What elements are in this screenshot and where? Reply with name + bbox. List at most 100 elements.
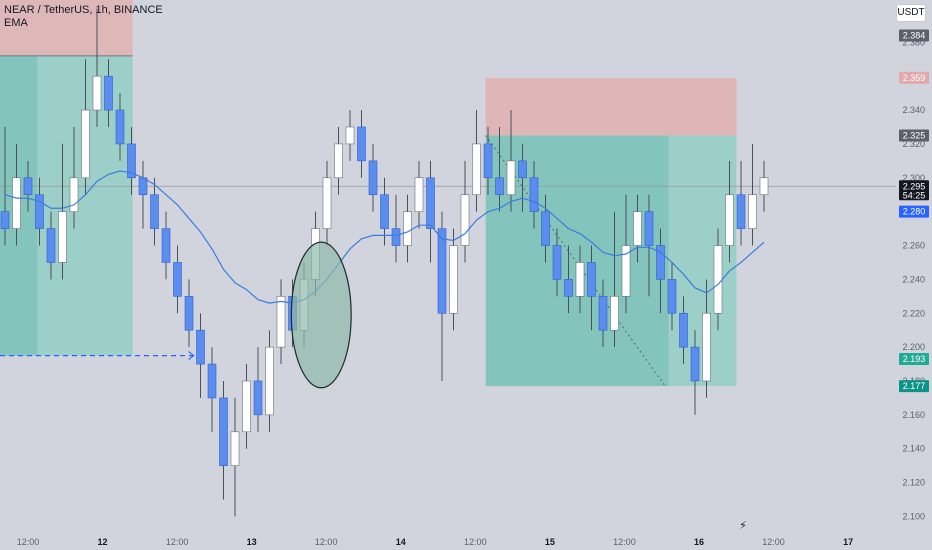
candle-body: [173, 262, 182, 297]
candle-body: [242, 380, 251, 433]
candle-body: [104, 75, 113, 111]
candle-body: [161, 228, 171, 263]
candle-body: [276, 296, 286, 348]
candle-body: [138, 177, 148, 196]
candle-body: [207, 363, 217, 399]
price-tag: [899, 380, 929, 393]
x-tick-label: 13: [247, 537, 257, 547]
x-tick-label: 12:00: [17, 537, 40, 547]
x-tick-label: 12:00: [166, 537, 189, 547]
candle-body: [196, 329, 205, 365]
candle-body: [483, 143, 493, 179]
y-tick-label: 2.100: [902, 511, 925, 521]
price-tag-label: 2.177: [903, 381, 926, 391]
lightning-icon: ⚡: [739, 520, 747, 532]
candle-body: [506, 160, 516, 196]
candle-body: [184, 296, 194, 331]
candle-body: [633, 211, 642, 246]
candle-body: [575, 262, 585, 297]
candle-body: [357, 126, 366, 162]
stop-zone-right: [485, 77, 737, 136]
y-tick-label: 2.320: [902, 139, 925, 149]
price-tag: [899, 71, 929, 84]
candle-body: [518, 160, 527, 179]
candle-body: [449, 245, 458, 314]
candle-body: [667, 279, 677, 314]
candle-body: [23, 177, 33, 196]
y-tick-label: 2.260: [902, 241, 925, 251]
candle-body: [748, 194, 757, 229]
candle-body: [92, 75, 102, 111]
x-tick-label: 12:00: [613, 537, 636, 547]
candle-body: [265, 346, 274, 416]
x-tick-label: 12:00: [315, 537, 338, 547]
candle-body: [403, 211, 412, 246]
ellipse-annotation: [290, 241, 352, 389]
candle-body: [541, 211, 550, 246]
price-tag: [899, 29, 929, 42]
x-tick-label: 12:00: [464, 537, 487, 547]
candle-body: [460, 194, 470, 246]
candle-body: [12, 177, 21, 229]
y-tick-label: 2.200: [902, 342, 925, 352]
y-tick-label: 2.220: [902, 308, 925, 318]
candle-body: [368, 160, 378, 196]
candle-body: [414, 177, 424, 212]
y-tick-label: 2.140: [902, 444, 925, 454]
y-tick-label: 2.160: [902, 410, 925, 420]
x-tick-label: 12: [98, 537, 108, 547]
countdown-label: 54:25: [903, 190, 926, 200]
price-tag: [899, 180, 929, 201]
candle-body: [0, 211, 10, 229]
indicator-label[interactable]: EMA: [4, 17, 28, 29]
candle-body: [69, 177, 79, 212]
candle-body: [725, 194, 734, 246]
currency-badge[interactable]: USDT: [896, 4, 926, 22]
chart-title: NEAR / TetherUS, 1h, BINANCE: [4, 4, 163, 16]
price-tag: [899, 129, 929, 142]
candle-body: [46, 228, 56, 263]
x-tick-label: 17: [843, 537, 853, 547]
candle-body: [552, 245, 562, 280]
price-tag-label: 2.359: [903, 73, 926, 83]
stop-zone-left: [0, 0, 133, 56]
candle-body: [495, 177, 504, 196]
x-tick-label: 15: [545, 537, 555, 547]
candle-body: [150, 194, 159, 229]
y-tick-label: 2.240: [902, 274, 925, 284]
candle-body: [713, 245, 723, 314]
candle-body: [230, 431, 240, 466]
candle-body: [598, 296, 608, 331]
x-tick-label: 12:00: [762, 537, 785, 547]
price-tag-label: 2.280: [903, 207, 926, 217]
candle-body: [529, 177, 539, 212]
candle-body: [690, 346, 700, 382]
candle-body: [736, 194, 746, 229]
price-tag-label: 2.384: [903, 31, 926, 41]
price-tag-label: 2.325: [903, 130, 926, 140]
candle-body: [345, 126, 355, 145]
candle-body: [391, 228, 401, 246]
ema-line: [4, 170, 765, 304]
candle-body: [322, 177, 332, 229]
candle-body: [115, 109, 125, 145]
candle-body: [35, 194, 44, 229]
candle-body: [587, 262, 596, 297]
price-tag-label: 2.295: [903, 181, 926, 191]
candle-body: [380, 194, 389, 229]
y-tick-label: 2.120: [902, 478, 925, 488]
candle-body: [656, 245, 665, 280]
candle-body: [426, 177, 435, 229]
x-tick-label: 16: [694, 537, 704, 547]
candle-body: [127, 143, 136, 179]
price-tag: [899, 205, 929, 218]
y-tick-label: 2.300: [902, 173, 925, 183]
candle-body: [564, 279, 573, 297]
candle-body: [437, 228, 447, 314]
candle-body: [702, 312, 711, 382]
candle-body: [81, 109, 90, 179]
candle-body: [334, 143, 343, 179]
price-tag-label: 2.193: [903, 354, 926, 364]
